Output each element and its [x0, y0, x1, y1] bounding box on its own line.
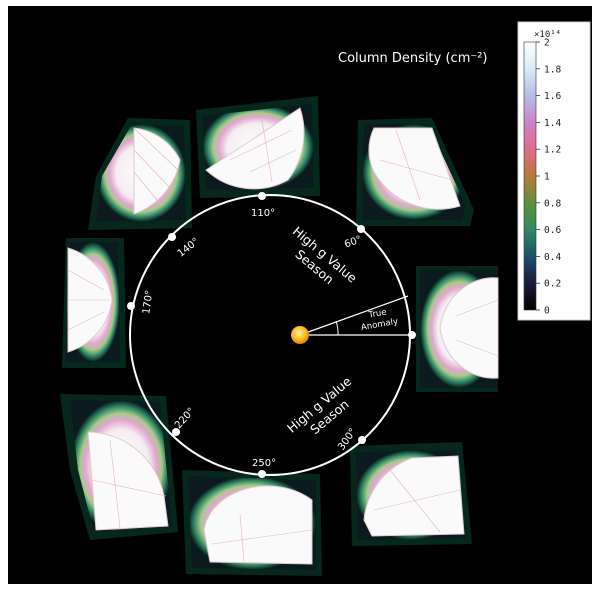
colorbar-tick-label: 0.8	[544, 198, 561, 209]
colorbar-tick-label: 0.2	[544, 279, 561, 290]
colorbar-tick-label: 1.6	[544, 91, 561, 102]
colorbar-tick-label: 1.2	[544, 145, 561, 156]
orbit-marker-250	[258, 470, 266, 478]
density-panel-bottom-center	[182, 470, 322, 576]
colorbar-ticks: 2 1.8 1.6 1.4 1.2 1 0.8 0.6 0.4 0.2 0	[536, 38, 561, 317]
colorbar-exponent: ×10¹⁴	[534, 30, 561, 40]
colorbar-tick-label: 0.4	[544, 252, 561, 263]
density-panel-bottom-left	[60, 394, 178, 540]
density-panel-left	[62, 238, 126, 368]
orbit-marker-0	[408, 331, 416, 339]
colorbar: ×10¹⁴ 2 1.8 1.6 1.4 1.2 1 0.8 0.6 0.4 0.2 0	[517, 21, 591, 321]
orbit-marker-140	[168, 233, 176, 241]
colorbar-tick-label: 1.8	[544, 64, 561, 75]
colorbar-tick-label: 2	[544, 38, 550, 49]
colorbar-tick-label: 0	[544, 306, 550, 317]
angle-label-110: 110°	[251, 208, 275, 219]
orbit-marker-60	[357, 225, 365, 233]
orbit-marker-110	[258, 192, 266, 200]
colorbar-tick-label: 1.4	[544, 118, 561, 129]
planet-panels	[60, 96, 499, 576]
angle-label-170: 170°	[141, 290, 155, 315]
orbit-marker-220	[172, 428, 180, 436]
density-panel-right	[416, 266, 499, 392]
colorbar-title: Column Density (cm⁻²)	[338, 51, 488, 66]
angle-label-250: 250°	[252, 458, 276, 469]
density-panel-top-right	[356, 118, 474, 226]
true-anomaly-angle	[299, 295, 412, 336]
density-panel-bottom-right	[350, 442, 472, 546]
density-panel-top-center	[196, 96, 320, 198]
colorbar-tick-label: 1	[544, 172, 550, 183]
colorbar-tick-label: 0.6	[544, 225, 561, 236]
orbit-marker-300	[358, 436, 366, 444]
true-anomaly-line1: True	[367, 308, 388, 321]
orbit-marker-170	[127, 302, 135, 310]
sun	[291, 326, 309, 344]
colorbar-gradient	[523, 41, 537, 311]
orbit-markers	[127, 192, 416, 478]
density-panel-top-left	[88, 118, 192, 230]
